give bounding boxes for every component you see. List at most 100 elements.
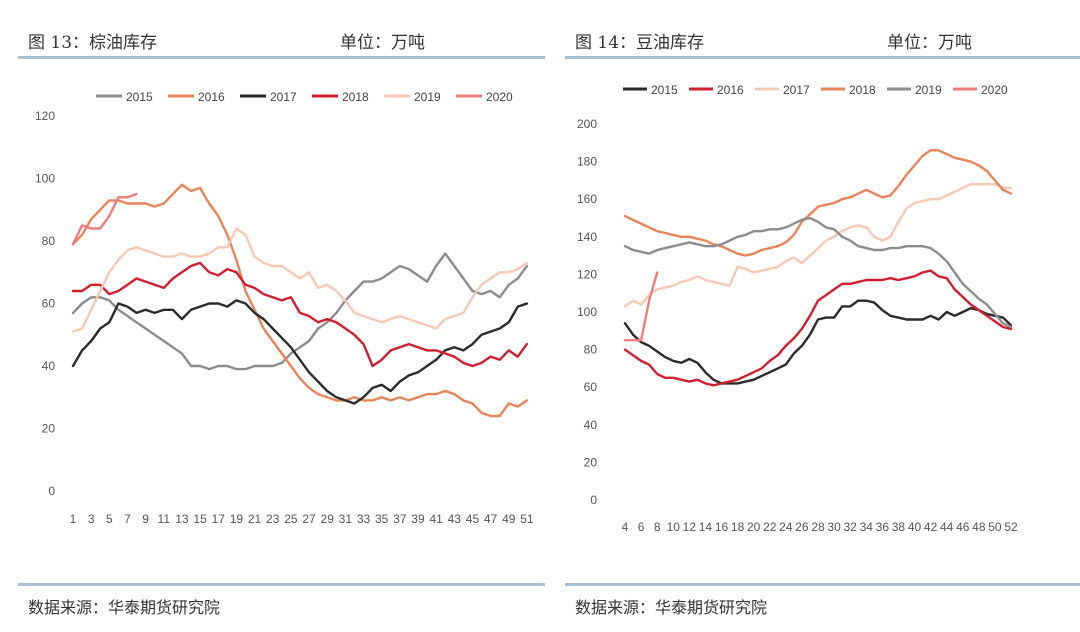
- series-line-2017: [623, 183, 1013, 308]
- x-tick-label: 50: [988, 520, 1002, 534]
- series-line-2020: [623, 271, 659, 342]
- x-tick-label: 21: [248, 512, 262, 526]
- x-tick-label: 17: [212, 512, 226, 526]
- legend-label: 2016: [717, 83, 744, 97]
- bottom-rule: [18, 583, 545, 586]
- y-tick-label: 60: [42, 297, 56, 311]
- series-line-2017: [71, 299, 529, 405]
- x-tick-label: 12: [683, 520, 697, 534]
- legend-label: 2015: [651, 83, 678, 97]
- source-note: 数据来源：华泰期货研究院: [28, 598, 221, 617]
- y-tick-label: 200: [577, 117, 597, 131]
- x-tick-label: 48: [972, 520, 986, 534]
- chart-panel-soybean-oil: 图 14：豆油库存 单位：万吨 0 20 40 60 80 100 120 140 160 180…: [565, 0, 1080, 632]
- x-tick-label: 6: [638, 520, 645, 534]
- bottom-rule: [565, 583, 1080, 586]
- legend-label: 2017: [783, 83, 810, 97]
- x-tick-label: 52: [1004, 520, 1018, 534]
- y-tick-label: 80: [42, 234, 56, 248]
- chart-panel-palm-oil: 图 13：棕油库存 单位：万吨 0 20 40 60 80 100 120 1 3 5 7 9 11 13…: [18, 0, 548, 632]
- x-tick-label: 19: [230, 512, 244, 526]
- y-tick-label: 20: [584, 455, 598, 469]
- y-tick-label: 180: [577, 155, 597, 169]
- figure-title: 图 13：棕油库存: [28, 33, 158, 53]
- legend-label: 2015: [126, 90, 153, 104]
- top-rule: [18, 56, 545, 59]
- x-tick-label: 30: [827, 520, 841, 534]
- x-tick-label: 36: [876, 520, 890, 534]
- x-tick-label: 16: [715, 520, 729, 534]
- x-tick-label: 1: [70, 512, 77, 526]
- figure-title: 图 14：豆油库存: [575, 33, 705, 53]
- x-tick-label: 22: [763, 520, 777, 534]
- x-tick-label: 51: [520, 512, 534, 526]
- x-tick-label: 20: [747, 520, 761, 534]
- series-line-2016: [623, 269, 1013, 387]
- x-tick-label: 23: [266, 512, 280, 526]
- y-tick-label: 60: [584, 380, 598, 394]
- legend-label: 2019: [414, 90, 441, 104]
- x-tick-label: 4: [622, 520, 629, 534]
- y-tick-label: 20: [42, 422, 56, 436]
- legend-label: 2018: [849, 83, 876, 97]
- x-tick-label: 47: [484, 512, 498, 526]
- x-tick-label: 34: [860, 520, 874, 534]
- x-tick-label: 27: [302, 512, 316, 526]
- x-tick-label: 11: [158, 512, 171, 526]
- legend-label: 2017: [270, 90, 297, 104]
- series-line-2019: [623, 216, 1013, 329]
- legend-label: 2020: [486, 90, 513, 104]
- y-tick-label: 100: [35, 172, 55, 186]
- x-tick-label: 8: [654, 520, 661, 534]
- series-line-2015: [71, 252, 529, 371]
- series-line-2020: [71, 192, 138, 246]
- x-tick-label: 28: [811, 520, 825, 534]
- x-tick-label: 37: [393, 512, 407, 526]
- series-line-2016: [71, 183, 529, 418]
- x-tick-label: 44: [940, 520, 954, 534]
- x-tick-label: 24: [779, 520, 793, 534]
- y-tick-label: 40: [584, 418, 598, 432]
- x-tick-label: 43: [448, 512, 462, 526]
- legend-label: 2019: [915, 83, 942, 97]
- y-tick-label: 120: [35, 109, 55, 123]
- unit-label: 单位：万吨: [887, 33, 972, 53]
- x-tick-label: 49: [502, 512, 516, 526]
- x-tick-label: 18: [731, 520, 745, 534]
- series-line-2015: [623, 299, 1013, 385]
- legend-label: 2020: [981, 83, 1008, 97]
- x-tick-label: 39: [411, 512, 425, 526]
- x-tick-label: 41: [429, 512, 443, 526]
- x-tick-label: 35: [375, 512, 389, 526]
- y-tick-label: 0: [48, 484, 55, 498]
- source-note: 数据来源：华泰期货研究院: [575, 598, 768, 617]
- x-tick-label: 9: [142, 512, 149, 526]
- y-tick-label: 40: [42, 359, 56, 373]
- x-tick-label: 13: [175, 512, 189, 526]
- x-tick-label: 31: [339, 512, 353, 526]
- legend-label: 2016: [198, 90, 225, 104]
- x-tick-label: 33: [357, 512, 371, 526]
- legend-label: 2018: [342, 90, 369, 104]
- unit-label: 单位：万吨: [340, 33, 425, 53]
- y-tick-label: 140: [577, 230, 597, 244]
- x-tick-label: 7: [124, 512, 131, 526]
- x-tick-label: 46: [956, 520, 970, 534]
- y-tick-label: 120: [577, 267, 597, 281]
- series-line-2018: [623, 149, 1013, 257]
- x-tick-label: 15: [193, 512, 207, 526]
- x-tick-label: 5: [106, 512, 113, 526]
- x-tick-label: 3: [88, 512, 95, 526]
- x-tick-label: 42: [924, 520, 938, 534]
- y-tick-label: 80: [584, 343, 598, 357]
- y-tick-label: 100: [577, 305, 597, 319]
- x-tick-label: 32: [843, 520, 857, 534]
- x-tick-label: 45: [466, 512, 480, 526]
- x-tick-label: 38: [892, 520, 906, 534]
- series-line-2019: [71, 227, 529, 333]
- x-tick-label: 29: [321, 512, 335, 526]
- x-tick-label: 25: [284, 512, 298, 526]
- top-rule: [565, 56, 1080, 59]
